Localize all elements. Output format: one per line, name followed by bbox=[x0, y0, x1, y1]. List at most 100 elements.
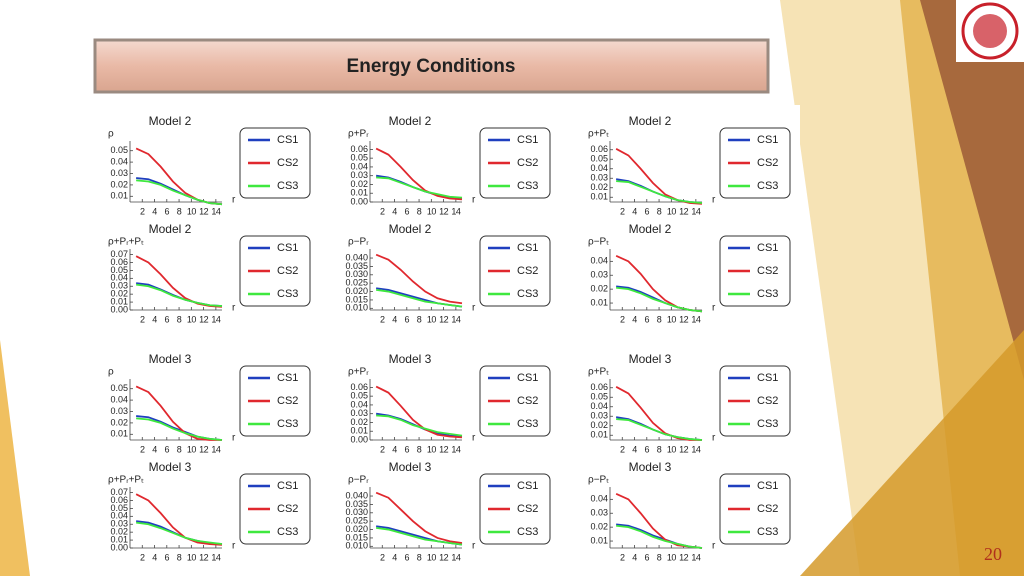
x-tick-label: 6 bbox=[645, 552, 650, 562]
x-tick-label: 8 bbox=[177, 206, 182, 216]
x-tick-label: 12 bbox=[679, 552, 689, 562]
y-tick-label: 0.01 bbox=[350, 188, 368, 198]
legend-label: CS3 bbox=[277, 180, 298, 192]
legend-label: CS3 bbox=[517, 288, 538, 300]
legend-label: CS2 bbox=[277, 157, 298, 169]
x-tick-label: 4 bbox=[152, 552, 157, 562]
x-tick-label: 2 bbox=[380, 552, 385, 562]
x-tick-label: 2 bbox=[620, 206, 625, 216]
x-tick-label: 14 bbox=[691, 206, 701, 216]
legend-label: CS2 bbox=[277, 265, 298, 277]
x-tick-label: 14 bbox=[211, 314, 221, 324]
y-tick-label: 0.04 bbox=[110, 156, 128, 166]
x-tick-label: 10 bbox=[427, 314, 437, 324]
y-axis-label: ρ+Pₜ bbox=[588, 367, 609, 378]
x-tick-label: 2 bbox=[380, 206, 385, 216]
y-tick-label: 0.02 bbox=[590, 420, 608, 430]
y-tick-label: 0.01 bbox=[590, 535, 608, 545]
chart-title: Model 2 bbox=[149, 114, 192, 128]
y-tick-label: 0.03 bbox=[110, 406, 128, 416]
x-tick-label: 12 bbox=[199, 552, 209, 562]
y-tick-label: 0.05 bbox=[110, 503, 128, 513]
x-tick-label: 6 bbox=[405, 314, 410, 324]
y-tick-label: 0.02 bbox=[590, 182, 608, 192]
legend-label: CS3 bbox=[757, 418, 778, 430]
y-tick-label: 0.06 bbox=[590, 382, 608, 392]
x-tick-label: 4 bbox=[392, 206, 397, 216]
chart-title: Model 3 bbox=[629, 460, 672, 474]
x-axis-label: r bbox=[712, 541, 716, 552]
y-tick-label: 0.015 bbox=[345, 294, 368, 304]
x-tick-label: 10 bbox=[427, 206, 437, 216]
y-tick-label: 0.02 bbox=[590, 284, 608, 294]
y-tick-label: 0.04 bbox=[590, 401, 608, 411]
legend-label: CS1 bbox=[517, 134, 538, 146]
y-tick-label: 0.035 bbox=[345, 261, 368, 271]
legend bbox=[239, 473, 311, 545]
legend-label: CS1 bbox=[277, 480, 298, 492]
x-tick-label: 4 bbox=[152, 314, 157, 324]
y-tick-label: 0.040 bbox=[345, 490, 368, 500]
x-tick-label: 4 bbox=[632, 552, 637, 562]
logo bbox=[961, 2, 1019, 60]
y-tick-label: 0.03 bbox=[350, 170, 368, 180]
x-tick-label: 4 bbox=[392, 552, 397, 562]
y-tick-label: 0.025 bbox=[345, 278, 368, 288]
y-tick-label: 0.06 bbox=[350, 382, 368, 392]
x-tick-label: 14 bbox=[451, 444, 461, 454]
y-tick-label: 0.05 bbox=[110, 383, 128, 393]
x-axis-label: r bbox=[472, 433, 476, 444]
y-tick-label: 0.01 bbox=[590, 192, 608, 202]
y-tick-label: 0.05 bbox=[350, 153, 368, 163]
y-tick-label: 0.03 bbox=[590, 508, 608, 518]
x-tick-label: 10 bbox=[187, 314, 197, 324]
y-tick-label: 0.00 bbox=[350, 434, 368, 444]
x-tick-label: 12 bbox=[679, 314, 689, 324]
x-tick-label: 4 bbox=[152, 206, 157, 216]
x-axis-label: r bbox=[712, 195, 716, 206]
x-tick-label: 6 bbox=[165, 314, 170, 324]
y-tick-label: 0.02 bbox=[110, 527, 128, 537]
legend-label: CS1 bbox=[517, 372, 538, 384]
x-axis-label: r bbox=[712, 433, 716, 444]
y-tick-label: 0.00 bbox=[110, 304, 128, 314]
legend bbox=[719, 473, 791, 545]
legend-label: CS3 bbox=[277, 418, 298, 430]
x-tick-label: 8 bbox=[177, 552, 182, 562]
x-tick-label: 12 bbox=[439, 314, 449, 324]
data-line bbox=[135, 385, 222, 441]
x-tick-label: 6 bbox=[645, 206, 650, 216]
x-tick-label: 6 bbox=[405, 206, 410, 216]
legend-label: CS1 bbox=[277, 242, 298, 254]
y-tick-label: 0.01 bbox=[590, 297, 608, 307]
x-tick-label: 12 bbox=[679, 444, 689, 454]
legend bbox=[719, 127, 791, 199]
y-tick-label: 0.03 bbox=[590, 270, 608, 280]
y-tick-label: 0.03 bbox=[590, 411, 608, 421]
data-line bbox=[136, 521, 223, 545]
data-line bbox=[375, 253, 463, 305]
y-tick-label: 0.04 bbox=[350, 399, 368, 409]
x-tick-label: 4 bbox=[632, 314, 637, 324]
legend-label: CS2 bbox=[757, 157, 778, 169]
legend bbox=[479, 235, 551, 307]
data-line bbox=[616, 180, 703, 204]
x-tick-label: 2 bbox=[380, 444, 385, 454]
x-tick-label: 10 bbox=[667, 314, 677, 324]
data-line bbox=[136, 179, 223, 206]
x-tick-label: 8 bbox=[657, 552, 662, 562]
x-tick-label: 6 bbox=[645, 444, 650, 454]
x-tick-label: 14 bbox=[451, 314, 461, 324]
x-axis-label: r bbox=[232, 433, 236, 444]
y-tick-label: 0.05 bbox=[110, 145, 128, 155]
data-line bbox=[616, 418, 703, 441]
data-line bbox=[135, 493, 223, 546]
page-number: 20 bbox=[984, 544, 1002, 564]
x-axis-label: r bbox=[472, 195, 476, 206]
x-tick-label: 10 bbox=[427, 552, 437, 562]
x-tick-label: 6 bbox=[405, 552, 410, 562]
x-tick-label: 14 bbox=[211, 552, 221, 562]
legend-label: CS1 bbox=[757, 134, 778, 146]
x-tick-label: 4 bbox=[152, 444, 157, 454]
